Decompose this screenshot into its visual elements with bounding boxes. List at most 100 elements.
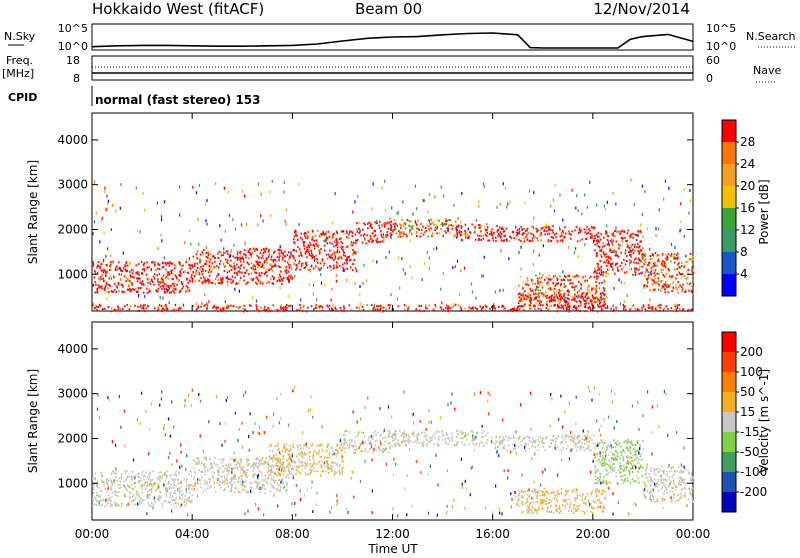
data-cell xyxy=(363,222,365,224)
data-cell xyxy=(348,237,350,239)
data-cell xyxy=(614,273,616,275)
data-cell xyxy=(597,236,599,238)
data-cell xyxy=(114,283,116,285)
data-cell xyxy=(239,267,241,269)
data-cell xyxy=(592,227,594,229)
data-cell xyxy=(593,298,595,300)
data-cell xyxy=(421,229,423,231)
data-cell xyxy=(210,463,212,465)
data-cell xyxy=(559,302,561,304)
data-cell xyxy=(552,225,554,227)
data-cell xyxy=(399,223,401,225)
data-cell xyxy=(445,440,447,442)
data-cell xyxy=(542,227,544,229)
data-cell xyxy=(166,288,167,291)
data-cell xyxy=(176,470,178,472)
data-cell xyxy=(221,254,223,256)
data-cell xyxy=(676,268,678,270)
data-cell xyxy=(604,458,606,460)
data-cell xyxy=(259,481,261,483)
data-cell xyxy=(604,204,605,207)
data-cell xyxy=(365,450,367,452)
data-cell xyxy=(134,482,136,484)
data-cell xyxy=(162,279,164,281)
data-cell xyxy=(619,245,620,248)
data-cell xyxy=(294,275,295,278)
data-cell xyxy=(320,248,322,250)
data-cell xyxy=(633,465,635,467)
data-cell xyxy=(148,478,150,480)
data-cell xyxy=(476,432,478,434)
data-cell xyxy=(105,285,107,287)
data-cell xyxy=(249,249,251,251)
data-cell xyxy=(286,484,288,486)
data-cell xyxy=(523,293,525,295)
data-cell xyxy=(398,230,400,232)
data-cell xyxy=(305,464,307,466)
data-cell xyxy=(147,267,149,269)
data-cell xyxy=(468,228,469,231)
data-cell xyxy=(92,478,94,480)
data-cell xyxy=(376,434,378,436)
data-cell xyxy=(308,251,310,253)
data-cell xyxy=(310,244,312,246)
data-cell xyxy=(562,437,564,439)
data-cell xyxy=(616,310,618,312)
data-cell xyxy=(336,472,338,474)
data-cell xyxy=(642,258,644,260)
data-cell xyxy=(303,445,305,447)
data-cell xyxy=(297,246,299,248)
data-cell xyxy=(561,232,563,234)
data-cell xyxy=(443,435,445,437)
data-cell xyxy=(469,231,471,233)
data-cell xyxy=(315,265,317,267)
data-cell xyxy=(144,270,146,272)
data-cell xyxy=(175,502,177,504)
data-cell xyxy=(144,209,145,212)
data-cell xyxy=(252,296,253,299)
data-cell xyxy=(198,243,199,246)
data-cell xyxy=(141,307,143,309)
nsky-right-tick-bottom: 10^0 xyxy=(706,40,736,53)
data-cell xyxy=(131,282,133,284)
data-cell xyxy=(625,263,627,265)
data-cell xyxy=(525,284,527,286)
data-cell xyxy=(541,228,542,231)
data-cell xyxy=(675,310,677,312)
data-cell xyxy=(205,219,206,222)
data-cell xyxy=(229,278,231,280)
data-cell xyxy=(207,257,209,259)
data-cell xyxy=(539,277,541,279)
data-cell xyxy=(389,307,391,309)
data-cell xyxy=(432,233,434,235)
data-cell xyxy=(546,277,548,279)
data-cell xyxy=(387,234,389,236)
data-cell xyxy=(564,438,566,440)
data-cell xyxy=(601,282,603,284)
data-cell xyxy=(221,482,223,484)
data-cell xyxy=(232,281,234,283)
data-cell xyxy=(612,445,614,447)
data-cell xyxy=(567,289,569,291)
data-cell xyxy=(620,467,622,469)
data-cell xyxy=(419,305,421,307)
data-cell xyxy=(312,458,314,460)
data-cell xyxy=(157,268,159,270)
data-cell xyxy=(122,308,124,310)
data-cell xyxy=(366,234,368,236)
data-cell xyxy=(604,279,606,281)
data-cell xyxy=(293,460,295,462)
data-cell xyxy=(106,481,108,483)
data-cell xyxy=(500,441,502,443)
data-cell xyxy=(111,480,113,482)
data-cell xyxy=(274,457,276,459)
data-cell xyxy=(324,457,326,459)
data-cell xyxy=(682,273,684,275)
data-cell xyxy=(212,268,214,270)
data-cell xyxy=(404,304,406,306)
data-cell xyxy=(407,306,409,308)
data-cell xyxy=(468,236,470,238)
data-cell xyxy=(98,306,100,308)
data-cell xyxy=(106,195,107,198)
data-cell xyxy=(422,226,424,228)
